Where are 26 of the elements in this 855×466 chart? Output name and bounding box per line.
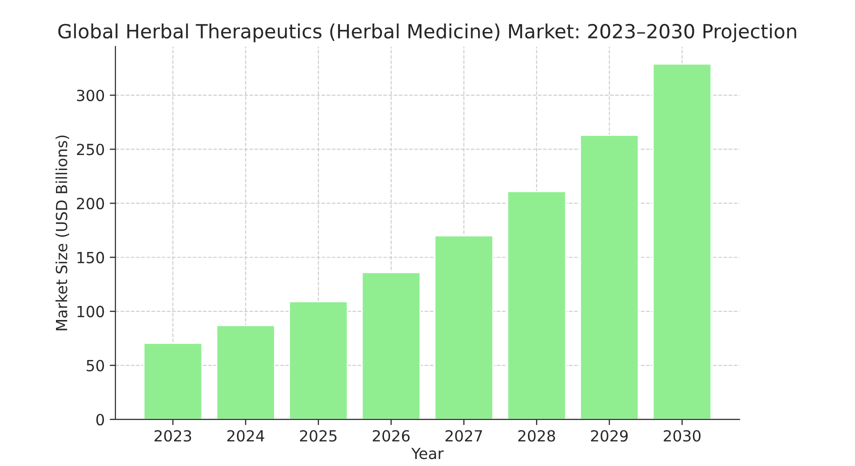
bar (580, 134, 640, 420)
bar (652, 63, 712, 420)
y-tick-label: 0 (96, 414, 104, 426)
bar (288, 300, 348, 420)
bar (216, 324, 276, 420)
x-axis-title: Year (411, 448, 444, 460)
bar (361, 272, 421, 420)
bar (434, 235, 494, 420)
y-tick-label: 250 (76, 144, 104, 156)
y-tick-label: 300 (77, 90, 104, 102)
x-tick-label: 2028 (518, 430, 556, 442)
y-axis-title: Market Size (USD Billions) (56, 136, 70, 330)
x-tick-label: 2025 (300, 430, 336, 442)
x-tick-label: 2026 (372, 430, 410, 442)
x-tick-label: 2024 (227, 430, 264, 442)
y-tick-label: 150 (78, 252, 104, 264)
y-tick-label: 200 (76, 198, 104, 210)
x-tick-label: 2027 (446, 430, 482, 442)
x-tick-label: 2029 (591, 430, 628, 442)
bar (143, 342, 203, 420)
y-tick-label: 50 (86, 360, 104, 372)
x-tick-label: 2030 (664, 430, 701, 442)
bar (506, 190, 566, 420)
chart-title: Global Herbal Therapeutics (Herbal Medicine) Market: 2023–2030 Projection (58, 23, 796, 42)
y-tick-label: 100 (78, 306, 104, 318)
x-tick-label: 2023 (154, 430, 192, 442)
